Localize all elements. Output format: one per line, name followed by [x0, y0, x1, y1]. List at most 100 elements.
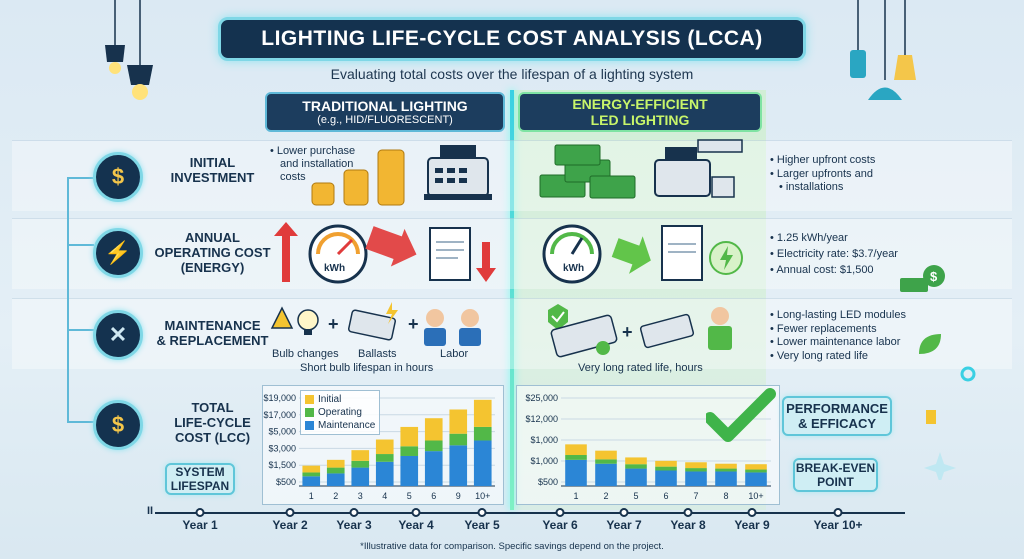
chart-category-label: 1 — [309, 491, 314, 501]
system-lifespan-callout: SYSTEM LIFESPAN — [165, 463, 235, 495]
bar-operating-5 — [625, 464, 647, 469]
bar-maintenance-10+ — [745, 472, 767, 486]
bar-initial-2 — [595, 450, 617, 460]
operating-right-graphic — [542, 224, 743, 284]
bar-initial-6 — [655, 460, 677, 467]
hanging-lamp-icon — [105, 0, 153, 100]
timeline-year-label: Year 2 — [272, 518, 308, 532]
column-divider — [510, 90, 514, 510]
bar-maintenance-2 — [595, 463, 617, 486]
timeline-tick — [683, 508, 693, 517]
sparkle-icon — [924, 366, 976, 480]
chart-tick-label: $1,000 — [530, 456, 558, 466]
category-maintenance-label: MAINTENANCE & REPLACEMENT — [156, 318, 269, 348]
bar-maintenance-8 — [715, 471, 737, 486]
operating-right-bullets: 1.25 kWh/year Electricity rate: $3.7/yea… — [770, 230, 898, 278]
category-connector — [67, 177, 94, 423]
legend-operating: Operating — [305, 406, 375, 419]
category-initial-label: INITIAL INVESTMENT — [170, 155, 255, 185]
bar-initial-1 — [565, 444, 587, 456]
chart-tick-label: $3,000 — [268, 443, 296, 453]
legend-maintenance: Maintenance — [305, 419, 375, 432]
cost-cycle-icon: $ — [93, 400, 143, 450]
bar-operating-5 — [400, 446, 419, 456]
chart-category-label: 10+ — [748, 491, 763, 501]
bar-maintenance-5 — [625, 468, 647, 486]
footnote: *Illustrative data for comparison. Speci… — [360, 541, 664, 552]
maint-right-note: Very long rated life, hours — [578, 362, 703, 374]
bar-maintenance-1 — [565, 459, 587, 486]
bar-maintenance-3 — [351, 467, 370, 486]
meter-kwh-left: kWh — [324, 263, 346, 274]
wrench-screwdriver-icon: ✕ — [93, 310, 143, 360]
maint-label-labor: Labor — [440, 348, 469, 360]
break-even-callout: BREAK-EVEN POINT — [793, 458, 878, 492]
operating-left-graphic — [274, 222, 496, 284]
coin-stacks-icon — [311, 149, 405, 206]
bar-initial-6 — [424, 418, 443, 441]
initial-right-bullet-cont: installations — [770, 181, 875, 195]
chart-tick-label: $5,000 — [268, 427, 296, 437]
chart-category-label: 9 — [456, 491, 461, 501]
bar-maintenance-10+ — [473, 440, 492, 486]
traditional-lighting-header: TRADITIONAL LIGHTING (e.g., HID/FLUORESC… — [265, 92, 505, 132]
technician-icon — [711, 307, 729, 325]
meter-kwh-right: kWh — [563, 263, 585, 274]
initial-left-note: • Lower purchase and installation costs — [270, 145, 356, 183]
chart-tick-label: $25,000 — [525, 393, 558, 403]
green-check-icon — [706, 388, 776, 442]
bar-maintenance-7 — [685, 471, 707, 486]
chart-tick-label: $1,000 — [530, 435, 558, 445]
chart-tick-label: $500 — [538, 477, 558, 487]
chart-tick-label: $17,000 — [263, 410, 296, 420]
svg-text:$: $ — [930, 269, 938, 284]
timeline-year-label: Year 5 — [464, 518, 500, 532]
red-down-arrow-icon — [476, 242, 496, 282]
ballast-icon — [348, 309, 396, 341]
bulb-icon — [297, 309, 319, 331]
chart-category-label: 3 — [358, 491, 363, 501]
timeline-tick — [619, 508, 629, 517]
warning-icon — [270, 306, 294, 329]
chart-tick-label: $19,000 — [263, 393, 296, 403]
maint-left-note: Short bulb lifespan in hours — [300, 362, 434, 374]
bar-operating-9 — [449, 433, 468, 446]
timeline-year-label: Year 1 — [182, 518, 218, 532]
bar-initial-4 — [375, 439, 394, 455]
worker-icon-2 — [461, 309, 479, 327]
timeline-tick — [195, 508, 205, 517]
maintenance-right-graphic: + — [548, 304, 732, 358]
chart-category-label: 6 — [663, 491, 668, 501]
bar-initial-5 — [400, 426, 419, 447]
timeline-tick — [747, 508, 757, 517]
cash-stacks-icon — [539, 144, 636, 199]
bar-operating-8 — [715, 468, 737, 472]
chart-category-label: 5 — [633, 491, 638, 501]
money-bag-icon: $ — [93, 152, 143, 202]
bar-maintenance-1 — [302, 476, 321, 486]
timeline-year-label: Year 9 — [734, 518, 770, 532]
bar-initial-9 — [449, 409, 468, 434]
savings-coins-icon: $ — [900, 265, 945, 292]
timeline-start-mark: II — [147, 505, 154, 517]
bar-initial-5 — [625, 457, 647, 465]
bar-operating-2 — [326, 467, 345, 474]
svg-text:+: + — [328, 314, 339, 334]
bar-initial-3 — [351, 450, 370, 461]
bar-maintenance-4 — [375, 461, 394, 486]
bar-maintenance-5 — [400, 455, 419, 486]
main-title: LIGHTING LIFE-CYCLE COST ANALYSIS (LCCA) — [218, 17, 806, 61]
chart-category-label: 1 — [573, 491, 578, 501]
chart-category-label: 5 — [407, 491, 412, 501]
red-right-arrow-icon — [365, 226, 417, 267]
chart-tick-label: $500 — [276, 477, 296, 487]
timeline-year-label: Year 8 — [670, 518, 706, 532]
bar-operating-7 — [685, 468, 707, 472]
timeline-axis — [155, 512, 905, 514]
energy-bill-doc-icon — [429, 227, 471, 281]
bar-maintenance-6 — [655, 470, 677, 486]
bar-initial-1 — [302, 465, 321, 473]
chart-category-label: 2 — [333, 491, 338, 501]
traditional-lcc-chart: $19,000 $17,000 $5,000 $3,000 $1,500 $500 1 2 3 4… — [262, 385, 504, 505]
category-total-label: TOTAL LIFE-CYCLE COST (LCC) — [174, 400, 251, 445]
